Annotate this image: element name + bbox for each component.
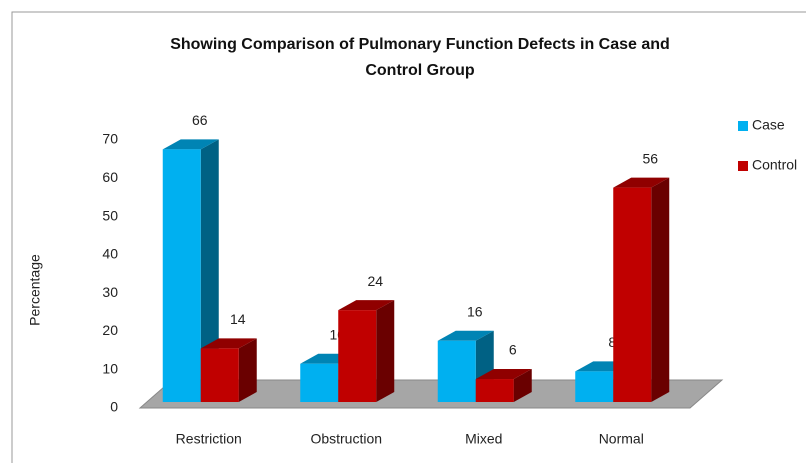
data-label: 56 bbox=[642, 150, 658, 166]
bar-top bbox=[338, 300, 395, 311]
legend-swatch bbox=[738, 161, 748, 171]
x-tick-label: Obstruction bbox=[310, 431, 382, 447]
bar-side bbox=[200, 139, 219, 403]
y-tick-label: 50 bbox=[102, 207, 118, 223]
bar-side bbox=[651, 177, 670, 402]
x-tick-label: Normal bbox=[599, 431, 644, 447]
bar bbox=[475, 379, 514, 402]
y-tick-label: 70 bbox=[102, 131, 118, 147]
y-tick-label: 60 bbox=[102, 169, 118, 185]
bar bbox=[200, 348, 239, 402]
bar-side bbox=[513, 369, 532, 402]
legend-label: Control bbox=[752, 157, 797, 173]
legend-label: Case bbox=[752, 117, 785, 133]
legend-swatch bbox=[738, 121, 748, 131]
y-tick-label: 0 bbox=[110, 399, 118, 415]
y-axis-label: Percentage bbox=[27, 254, 43, 326]
data-label: 6 bbox=[509, 342, 517, 358]
bar bbox=[300, 363, 339, 402]
data-label: 24 bbox=[367, 273, 383, 289]
bar-top bbox=[437, 330, 494, 341]
data-label: 8 bbox=[608, 334, 616, 350]
bar-side bbox=[238, 338, 257, 402]
bar bbox=[338, 310, 377, 402]
bar-top bbox=[613, 177, 670, 188]
bar-top bbox=[475, 369, 532, 380]
data-label: 16 bbox=[467, 303, 483, 319]
data-label: 66 bbox=[192, 112, 208, 128]
x-tick-label: Mixed bbox=[465, 431, 502, 447]
bar bbox=[575, 371, 614, 402]
bar bbox=[613, 187, 652, 402]
bar bbox=[437, 340, 476, 402]
bar-top bbox=[162, 139, 219, 150]
bar bbox=[162, 149, 201, 402]
y-tick-label: 20 bbox=[102, 322, 118, 338]
y-tick-label: 10 bbox=[102, 360, 118, 376]
y-tick-label: 30 bbox=[102, 284, 118, 300]
bar-side bbox=[376, 300, 395, 402]
data-label: 14 bbox=[230, 311, 246, 327]
chart-title: Showing Comparison of Pulmonary Function… bbox=[170, 36, 670, 79]
y-tick-label: 40 bbox=[102, 246, 118, 262]
bar-top bbox=[200, 338, 257, 349]
x-tick-label: Restriction bbox=[176, 431, 242, 447]
